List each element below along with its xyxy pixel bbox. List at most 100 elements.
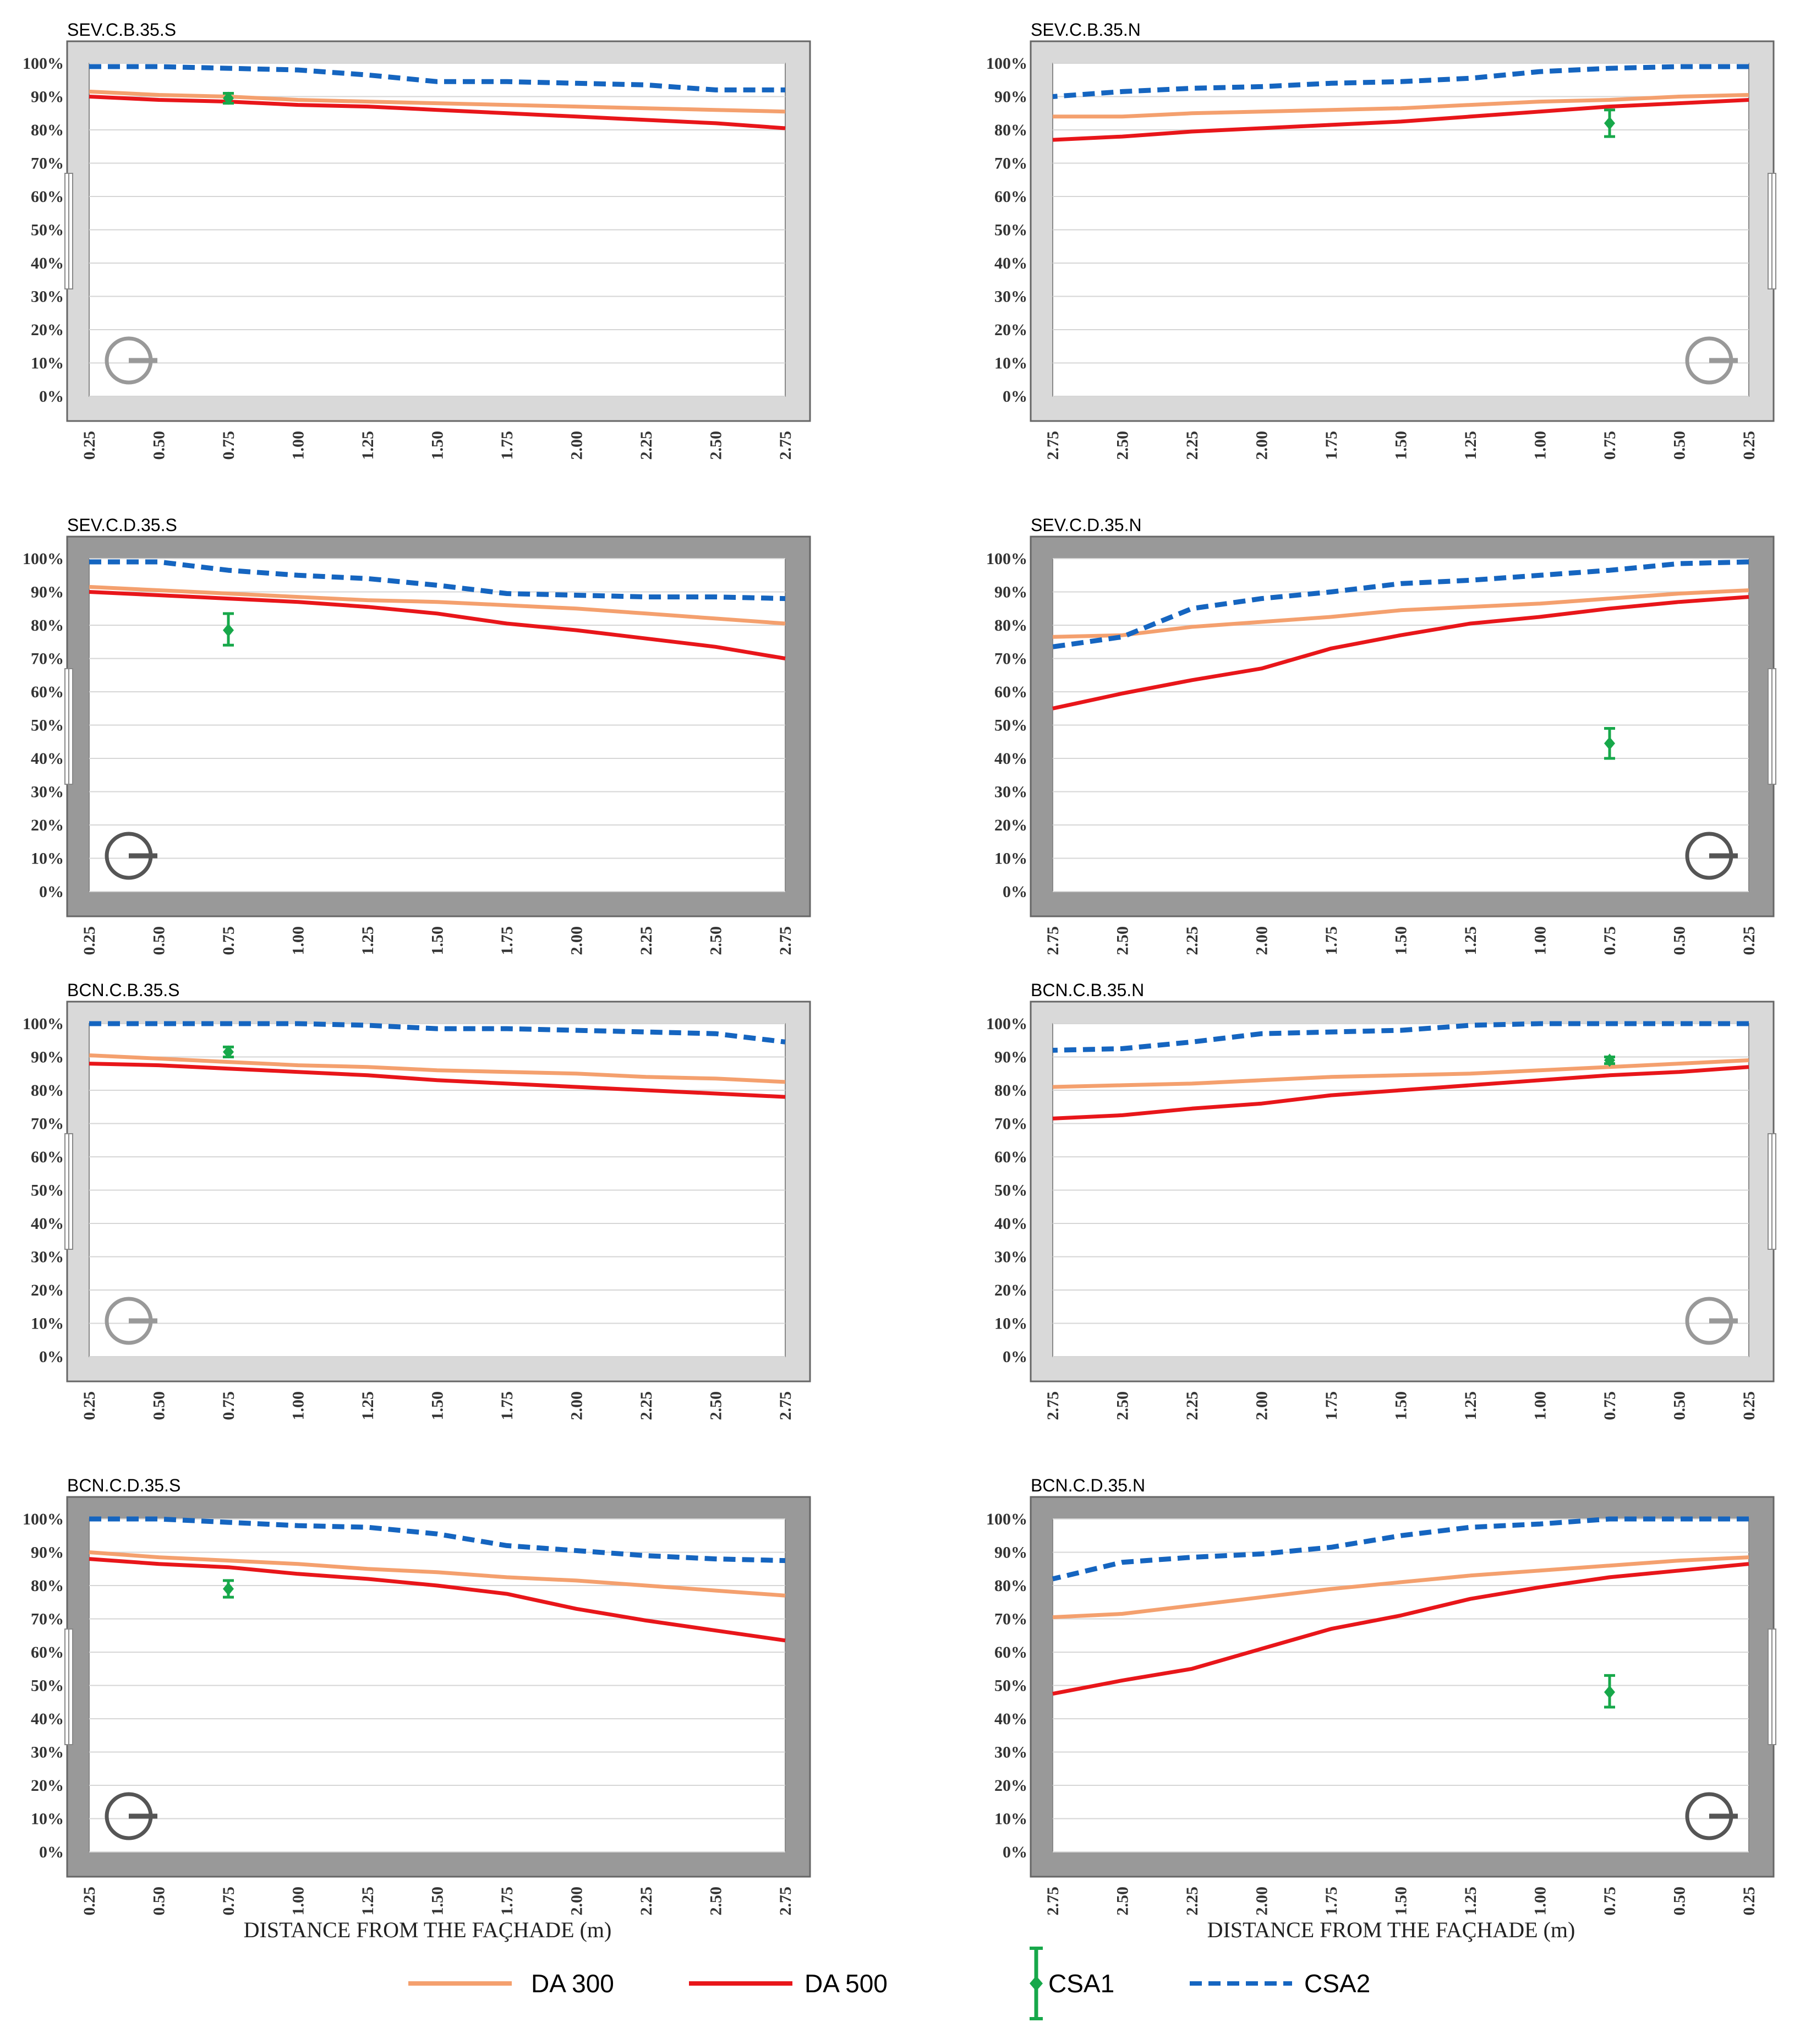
panel-title: BCN.C.B.35.S <box>67 980 180 1000</box>
x-tick-label: 1.00 <box>289 1391 308 1420</box>
chart-panel-7: 0% 10% 20% 30% 40% 50% 60% 70% 80% 90% 100% 0.25 0.5… <box>23 1475 811 1942</box>
y-tick-label: 100% <box>986 54 1027 73</box>
x-tick-label: 2.75 <box>1044 1391 1062 1420</box>
x-tick-label: 0.25 <box>1740 431 1758 460</box>
y-tick-label: 70% <box>31 1115 64 1133</box>
x-tick-label: 1.50 <box>429 1391 447 1420</box>
x-tick-label: 1.25 <box>1462 1391 1480 1420</box>
x-tick-label: 2.00 <box>568 1887 586 1916</box>
y-tick-label: 50% <box>994 1677 1027 1695</box>
csa1-marker <box>223 1582 234 1596</box>
panel-title: SEV.C.D.35.N <box>1031 515 1142 535</box>
y-tick-label: 0% <box>1003 387 1027 406</box>
y-tick-label: 0% <box>39 1348 64 1366</box>
series-line-da-300 <box>89 1053 786 1084</box>
x-tick-label: 0.25 <box>1740 926 1758 955</box>
x-tick-label: 1.75 <box>498 431 516 460</box>
series-line-da-500 <box>89 95 786 130</box>
y-tick-label: 30% <box>994 1248 1027 1266</box>
x-tick-label: 0.50 <box>150 1391 168 1420</box>
legend-label-da300: DA 300 <box>531 1969 614 1998</box>
y-tick-label: 40% <box>994 750 1027 768</box>
x-tick-label: 1.50 <box>429 1887 447 1916</box>
panel-title: SEV.C.B.35.S <box>67 20 176 40</box>
x-tick-label: 1.75 <box>498 1391 516 1420</box>
x-tick-label: 2.75 <box>776 926 795 955</box>
y-tick-label: 0% <box>39 1843 64 1861</box>
x-tick-label: 1.50 <box>429 926 447 955</box>
y-tick-label: 50% <box>31 717 64 735</box>
x-tick-label: 2.75 <box>776 1887 795 1916</box>
panel-title: BCN.C.B.35.N <box>1031 980 1144 1000</box>
csa1-marker <box>1604 116 1615 130</box>
series-line-csa2 <box>1052 64 1749 99</box>
y-tick-label: 80% <box>31 1577 64 1595</box>
series-line-csa2 <box>89 64 785 92</box>
panel-title: BCN.C.D.35.S <box>67 1475 180 1495</box>
y-tick-label: 80% <box>31 616 64 635</box>
x-tick-label: 0.75 <box>1601 1887 1619 1916</box>
x-tick-label: 1.00 <box>1531 1391 1550 1420</box>
x-tick-label: 0.75 <box>220 1391 238 1420</box>
x-tick-label: 1.75 <box>1322 926 1341 955</box>
x-tick-label: 2.25 <box>1183 431 1201 460</box>
y-tick-label: 60% <box>994 1643 1027 1662</box>
y-tick-label: 70% <box>31 1610 64 1628</box>
x-tick-label: 0.50 <box>150 431 168 460</box>
x-tick-label: 0.25 <box>1740 1887 1758 1916</box>
y-tick-label: 10% <box>994 850 1027 868</box>
legend: DA 300 DA 500 CSA1 CSA2 <box>408 1947 1370 2020</box>
x-tick-label: 1.50 <box>1392 1391 1410 1420</box>
chart-panel-8: 0% 10% 20% 30% 40% 50% 60% 70% 80% 90% 100% 0.25 0.5… <box>986 1475 1776 1942</box>
series-line-da-300 <box>1052 1555 1749 1619</box>
series-line-csa2 <box>89 1516 786 1564</box>
x-tick-label: 1.25 <box>1462 926 1480 955</box>
csa1-marker <box>1604 736 1615 750</box>
y-tick-label: 10% <box>31 1315 64 1333</box>
y-tick-label: 90% <box>31 88 64 106</box>
series-line-da-300 <box>1052 1058 1749 1089</box>
series-line-da-500 <box>89 1557 786 1643</box>
y-tick-label: 80% <box>31 1081 64 1100</box>
x-tick-label: 1.25 <box>359 431 377 460</box>
y-tick-label: 100% <box>986 1510 1027 1528</box>
y-tick-label: 60% <box>31 1148 64 1166</box>
y-tick-label: 60% <box>994 683 1027 701</box>
y-tick-label: 100% <box>23 1015 64 1033</box>
y-tick-label: 40% <box>994 254 1027 272</box>
series-line-da-500 <box>89 590 786 660</box>
y-tick-label: 20% <box>31 1777 64 1795</box>
x-tick-label: 0.25 <box>80 431 99 460</box>
x-tick-label: 2.00 <box>568 926 586 955</box>
y-tick-label: 100% <box>23 1510 64 1528</box>
y-tick-label: 30% <box>31 288 64 306</box>
legend-label-csa1: CSA1 <box>1048 1969 1114 1998</box>
x-tick-label: 2.00 <box>1253 926 1271 955</box>
x-tick-label: 0.50 <box>1671 1887 1689 1916</box>
series-line-da-500 <box>1052 98 1749 142</box>
panel-title: BCN.C.D.35.N <box>1031 1475 1145 1495</box>
y-tick-label: 60% <box>31 188 64 206</box>
y-tick-label: 20% <box>994 816 1027 834</box>
y-tick-label: 50% <box>994 1182 1027 1200</box>
x-tick-label: 0.50 <box>1671 926 1689 955</box>
chart-panel-1: 0% 10% 20% 30% 40% 50% 60% 70% 80% 90% 100% 0.25 0.5… <box>23 20 811 460</box>
series-line-csa2 <box>1052 1021 1749 1053</box>
y-tick-label: 10% <box>31 850 64 868</box>
x-tick-label: 1.00 <box>289 1887 308 1916</box>
y-tick-label: 30% <box>994 783 1027 801</box>
y-tick-label: 0% <box>1003 1843 1027 1861</box>
x-tick-label: 2.00 <box>568 431 586 460</box>
x-tick-label: 0.75 <box>1601 926 1619 955</box>
x-tick-label: 1.75 <box>1322 1887 1341 1916</box>
x-axis-label: DISTANCE FROM THE FAÇHADE (m) <box>1207 1917 1575 1942</box>
x-tick-label: 1.00 <box>1531 926 1550 955</box>
panels-container: 0% 10% 20% 30% 40% 50% 60% 70% 80% 90% 100% 0.25 0.5… <box>23 20 1776 1942</box>
x-tick-label: 2.00 <box>1253 1887 1271 1916</box>
x-tick-label: 2.50 <box>1114 1391 1132 1420</box>
x-tick-label: 1.00 <box>1531 431 1550 460</box>
series-line-da-500 <box>89 1062 786 1099</box>
y-tick-label: 30% <box>31 1744 64 1762</box>
x-tick-label: 1.75 <box>1322 431 1341 460</box>
y-tick-label: 40% <box>31 750 64 768</box>
